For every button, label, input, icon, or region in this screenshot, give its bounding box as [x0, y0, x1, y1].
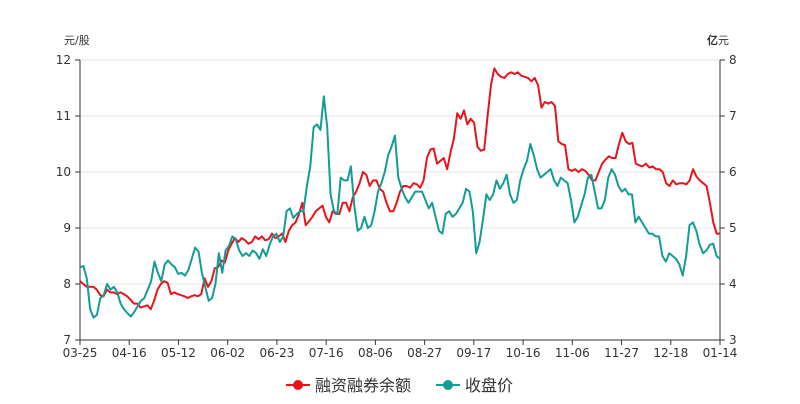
left-tick-label: 7	[63, 333, 71, 347]
x-tick-label: 07-16	[309, 346, 344, 360]
x-tick-label: 11-27	[604, 346, 639, 360]
x-tick-label: 08-06	[358, 346, 393, 360]
x-tick-label: 06-23	[259, 346, 294, 360]
right-tick-label: 4	[729, 277, 737, 291]
right-axis-unit-rest: 元	[718, 34, 729, 47]
legend-item: 收盘价	[436, 376, 513, 395]
right-tick-label: 8	[729, 53, 737, 67]
left-tick-label: 12	[56, 53, 71, 67]
x-tick-label: 05-12	[161, 346, 196, 360]
left-tick-label: 9	[63, 221, 71, 235]
right-tick-label: 3	[729, 333, 737, 347]
left-tick-label: 10	[56, 165, 71, 179]
right-tick-label: 6	[729, 165, 737, 179]
x-tick-label: 09-17	[456, 346, 491, 360]
right-axis-unit-bold: 亿	[707, 33, 718, 47]
x-tick-label: 03-25	[63, 346, 98, 360]
x-tick-label: 01-14	[703, 346, 738, 360]
x-tick-label: 11-06	[555, 346, 590, 360]
right-axis-unit: 亿元	[707, 33, 729, 47]
x-tick-label: 10-16	[506, 346, 541, 360]
legend-label: 融资融券余额	[315, 376, 411, 395]
legend-marker	[293, 380, 303, 390]
grid	[80, 59, 720, 341]
x-tick-label: 12-18	[653, 346, 688, 360]
legend-marker	[443, 380, 453, 390]
legend: 融资融券余额 收盘价	[286, 376, 513, 395]
series-lines	[79, 67, 721, 319]
left-tick-label: 11	[56, 109, 71, 123]
axes: 7 8 9 10 11 12 3 4 5 6 7 8 元/股 亿元 03-25 04-16 05-12 06-02…	[56, 33, 738, 360]
x-tick-label: 08-27	[407, 346, 442, 360]
left-axis-unit: 元/股	[64, 34, 90, 47]
x-tick-label: 06-02	[210, 346, 245, 360]
legend-item: 融资融券余额	[286, 376, 411, 395]
series-line	[79, 67, 720, 311]
right-tick-label: 7	[729, 109, 737, 123]
x-tick-label: 04-16	[112, 346, 147, 360]
right-tick-label: 5	[729, 221, 737, 235]
legend-label: 收盘价	[465, 376, 513, 395]
left-tick-label: 8	[63, 277, 71, 291]
series-line	[79, 95, 721, 319]
